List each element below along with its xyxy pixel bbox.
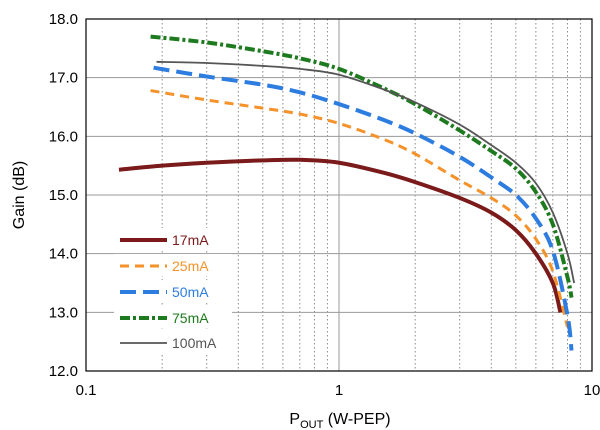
- x-axis-title: POUT (W-PEP): [289, 411, 390, 430]
- legend-entry-bg: [114, 331, 232, 353]
- legend-entry-bg: [114, 280, 232, 302]
- x-tick-labels: 0.1 1 10: [76, 382, 600, 399]
- legend-entry-bg: [114, 254, 232, 276]
- x-tick-label: 0.1: [76, 382, 97, 399]
- x-axis-title-suffix: (W-PEP): [323, 411, 390, 428]
- legend: 17mA 25mA 50mA 75mA 100mA: [114, 228, 232, 353]
- series-line-17mA: [118, 157, 563, 313]
- legend-entry-bg: [114, 228, 232, 250]
- y-tick-label: 17.0: [49, 70, 78, 87]
- x-tick-label: 10: [584, 382, 600, 399]
- y-tick-labels: 12.0 13.0 14.0 15.0 16.0 17.0 18.0: [49, 11, 78, 380]
- series-line-25mA: [150, 89, 569, 328]
- legend-label-100mA: 100mA: [172, 335, 217, 351]
- y-tick-label: 14.0: [49, 246, 78, 263]
- y-axis-title: Gain (dB): [11, 161, 28, 229]
- plot-frame: [85, 18, 593, 372]
- legend-label-17mA: 17mA: [172, 232, 209, 248]
- x-axis-title-main: P: [289, 411, 300, 428]
- y-tick-label: 15.0: [49, 187, 78, 204]
- y-tick-label: 16.0: [49, 128, 78, 145]
- legend-label-50mA: 50mA: [172, 284, 209, 300]
- legend-label-75mA: 75mA: [172, 310, 209, 326]
- legend-entry-bg: [114, 306, 232, 328]
- series-line-75mA: [150, 34, 574, 299]
- x-tick-label: 1: [335, 382, 343, 399]
- legend-label-25mA: 25mA: [172, 258, 209, 274]
- y-tick-label: 12.0: [49, 363, 78, 380]
- x-axis-title-subscript: OUT: [300, 419, 324, 430]
- series-line-50mA: [153, 65, 574, 351]
- series-line-100mA: [156, 60, 576, 284]
- y-tick-label: 18.0: [49, 11, 78, 28]
- y-tick-label: 13.0: [49, 304, 78, 321]
- series-lines: [118, 34, 576, 351]
